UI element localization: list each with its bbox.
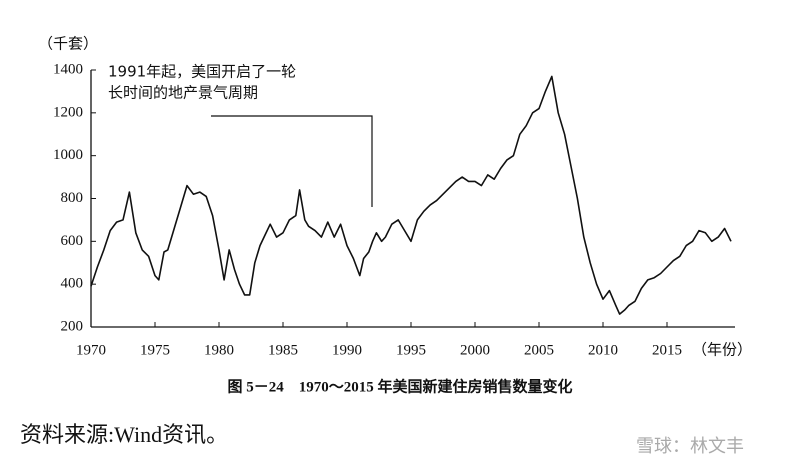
y-tick-label: 1200 bbox=[53, 104, 83, 120]
y-tick-label: 600 bbox=[61, 233, 84, 249]
x-tick-label: 1990 bbox=[332, 342, 362, 358]
x-axis-label: （年份） bbox=[692, 341, 752, 358]
series-line bbox=[90, 75, 732, 315]
annotation-pointer bbox=[211, 115, 373, 207]
y-tick-label: 400 bbox=[61, 276, 84, 292]
caption: 图 5－24 1970～2015 年美国新建住房销售数量变化 bbox=[227, 377, 572, 395]
watermark: 雪球：林文丰 bbox=[636, 436, 744, 457]
annotation: 长时间的地产景气周期 bbox=[108, 84, 258, 102]
x-tick-label: 1995 bbox=[396, 342, 426, 358]
x-tick-label: 2000 bbox=[460, 342, 490, 358]
source: 资料来源:Wind资讯。 bbox=[20, 422, 228, 447]
y-tick-label: 800 bbox=[61, 190, 84, 206]
y-tick-label: 200 bbox=[61, 318, 84, 334]
y-tick-label: 1000 bbox=[53, 147, 83, 163]
x-tick-label: 1985 bbox=[268, 342, 298, 358]
x-tick-label: 2010 bbox=[588, 342, 618, 358]
y-tick-label: 1400 bbox=[53, 61, 83, 77]
y-axis-label: （千套） bbox=[38, 35, 98, 52]
x-tick-label: 1980 bbox=[204, 342, 234, 358]
x-tick-label: 1975 bbox=[140, 342, 170, 358]
annotation: 1991年起，美国开启了一轮 bbox=[108, 63, 296, 81]
x-tick-label: 1970 bbox=[76, 342, 106, 358]
x-tick-label: 2015 bbox=[652, 342, 682, 358]
x-tick-label: 2005 bbox=[524, 342, 554, 358]
